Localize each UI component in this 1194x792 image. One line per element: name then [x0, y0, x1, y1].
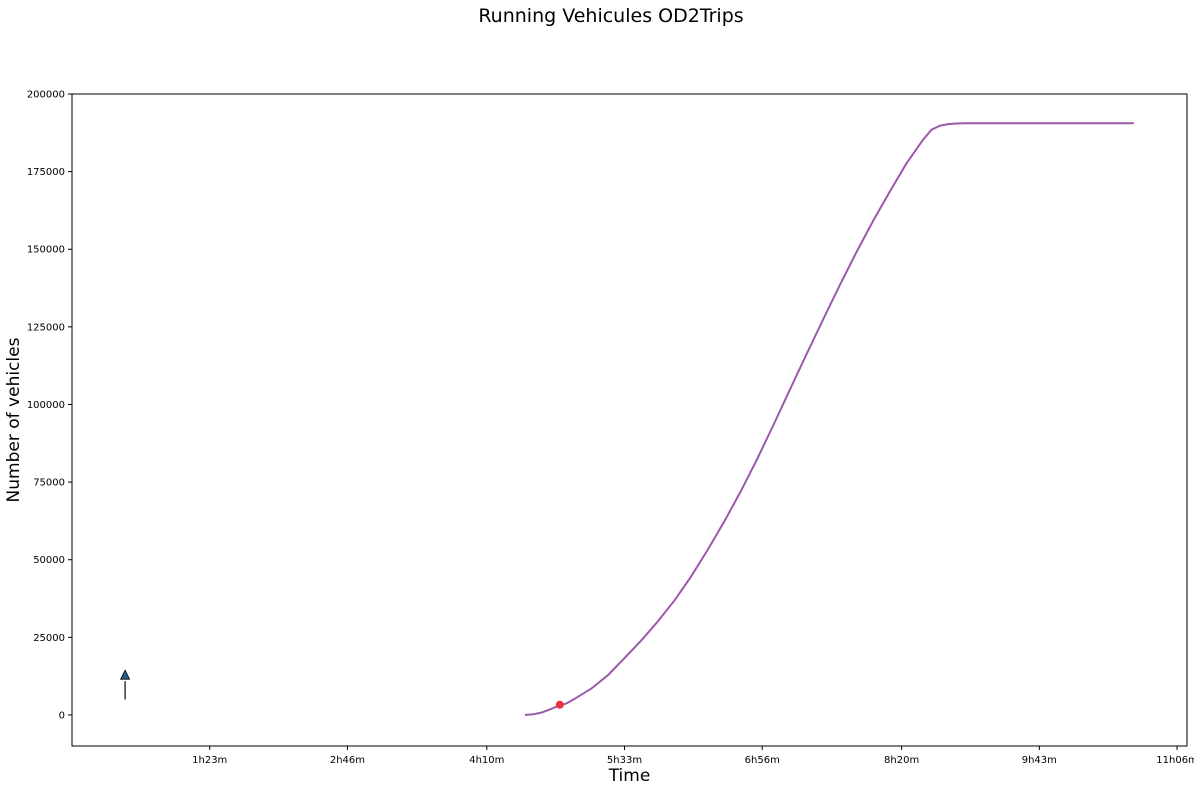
x-tick-label: 11h06m — [1156, 755, 1194, 766]
y-axis: 0 25000 50000 75000 100000 125000 150000 175000… — [27, 90, 72, 721]
annotation-group — [119, 669, 131, 700]
chart-title: Running Vehicules OD2Trips — [478, 5, 743, 27]
x-tick-label: 2h46m — [330, 755, 365, 766]
x-tick-label: 8h20m — [884, 755, 919, 766]
plot-frame — [71, 93, 1188, 747]
y-tick-label: 50000 — [33, 555, 65, 566]
y-tick-label: 150000 — [27, 245, 65, 256]
y-tick-label: 25000 — [33, 633, 65, 644]
y-tick-label: 75000 — [33, 478, 65, 489]
y-tick-label: 125000 — [27, 322, 65, 333]
x-tick-label: 6h56m — [745, 755, 780, 766]
y-tick-label: 175000 — [27, 167, 65, 178]
marker-group — [555, 700, 564, 709]
x-axis-label: Time — [608, 766, 651, 786]
y-tick-label: 100000 — [27, 400, 65, 411]
y-axis-label: Number of vehicles — [4, 337, 24, 502]
arrow-head — [119, 669, 131, 680]
current-point-marker — [555, 700, 564, 709]
x-tick-label: 1h23m — [192, 755, 227, 766]
x-tick-label: 5h33m — [607, 755, 642, 766]
y-tick-label: 0 — [59, 710, 65, 721]
y-tick-label: 200000 — [27, 90, 65, 101]
x-tick-label: 9h43m — [1022, 755, 1057, 766]
x-axis: 1h23m 2h46m 4h10m 5h33m 6h56m 8h20m 9h43m 11h06… — [192, 746, 1194, 766]
x-tick-label: 4h10m — [469, 755, 504, 766]
series-line — [524, 122, 1134, 716]
